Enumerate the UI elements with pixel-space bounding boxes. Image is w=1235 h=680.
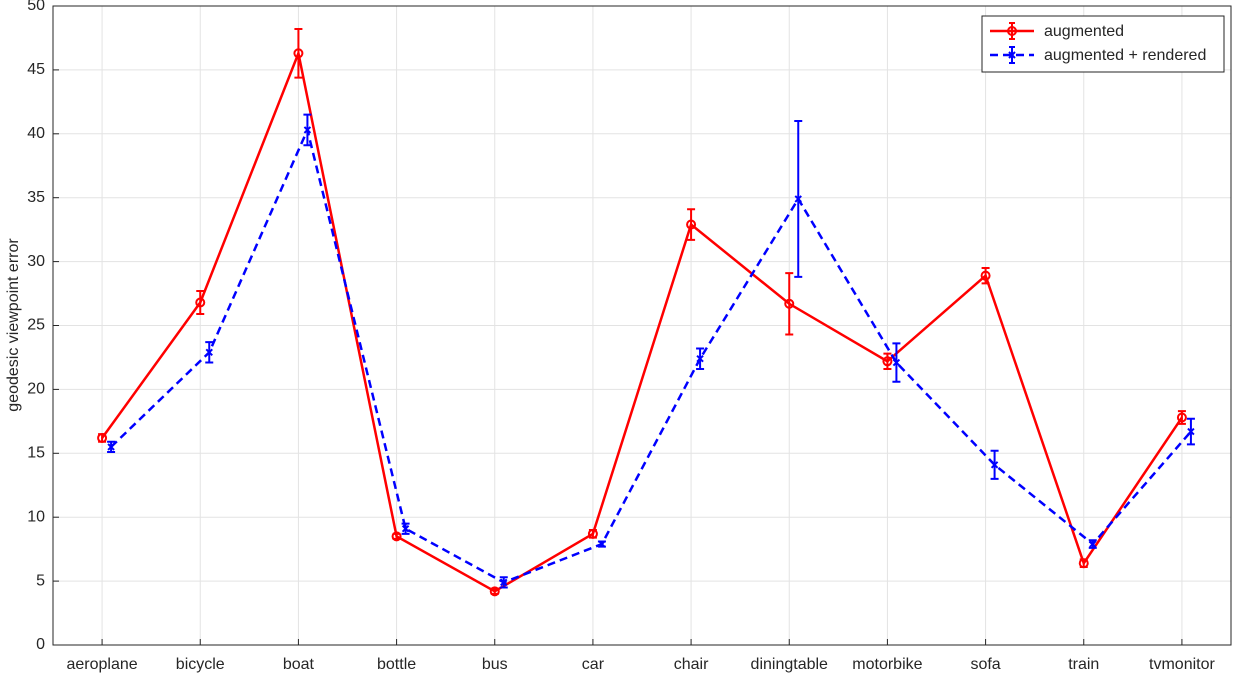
marker (303, 126, 312, 134)
legend-marker (1008, 51, 1016, 59)
marker (391, 531, 402, 542)
y-tick-label: 50 (27, 0, 45, 14)
error-bar (785, 272, 794, 336)
marker (686, 219, 697, 230)
x-tick-label: motorbike (852, 656, 922, 673)
y-tick-label: 15 (27, 445, 45, 462)
legend-label: augmented + rendered (1044, 47, 1206, 64)
marker (401, 524, 410, 533)
marker (205, 348, 213, 357)
y-axis-label: geodesic viewpoint error (5, 238, 22, 412)
y-tick-label: 20 (27, 381, 45, 398)
x-tick-label: bottle (377, 656, 416, 673)
marker (892, 358, 901, 367)
y-tick-label: 45 (27, 61, 45, 78)
marker (587, 528, 598, 539)
x-tick-label: boat (283, 656, 315, 673)
marker (1089, 540, 1097, 548)
marker (784, 298, 795, 309)
marker (696, 355, 704, 363)
marker (489, 586, 500, 597)
error-bar (294, 28, 303, 79)
marker (107, 443, 115, 451)
x-tick-label: bicycle (176, 656, 225, 673)
x-tick-label: aeroplane (66, 656, 137, 673)
legend-marker (1007, 26, 1017, 36)
legend-label: augmented (1044, 23, 1124, 40)
error-bar (196, 289, 205, 315)
series-line (110, 126, 1192, 584)
marker (794, 195, 802, 203)
x-tick-label: train (1068, 656, 1099, 673)
error-bar (687, 208, 696, 241)
x-tick-label: bus (482, 656, 508, 673)
x-tick-label: tvmonitor (1149, 656, 1215, 673)
legend-box (981, 15, 1225, 73)
marker (195, 297, 206, 308)
x-tick-label: car (582, 656, 605, 673)
marker (1176, 412, 1187, 423)
y-tick-label: 40 (27, 125, 45, 142)
y-tick-label: 5 (36, 572, 45, 589)
marker (598, 540, 606, 548)
y-tick-label: 25 (27, 317, 45, 334)
error-bar (981, 266, 990, 285)
marker (990, 461, 999, 469)
marker (1187, 427, 1195, 436)
marker (500, 578, 508, 587)
legend-error (1009, 22, 1015, 40)
x-tick-label: sofa (970, 656, 1000, 673)
axes-box (52, 5, 1232, 646)
marker (882, 356, 893, 367)
y-tick-label: 35 (27, 189, 45, 206)
marker (980, 270, 991, 281)
y-tick-label: 10 (27, 508, 45, 525)
x-tick-label: chair (674, 656, 709, 673)
error-bar (883, 352, 892, 370)
marker (1078, 558, 1089, 569)
marker (293, 48, 304, 59)
y-tick-label: 0 (36, 636, 45, 653)
x-tick-label: diningtable (751, 656, 829, 673)
y-tick-label: 30 (27, 253, 45, 270)
series-line (101, 48, 1183, 593)
marker (97, 432, 108, 443)
